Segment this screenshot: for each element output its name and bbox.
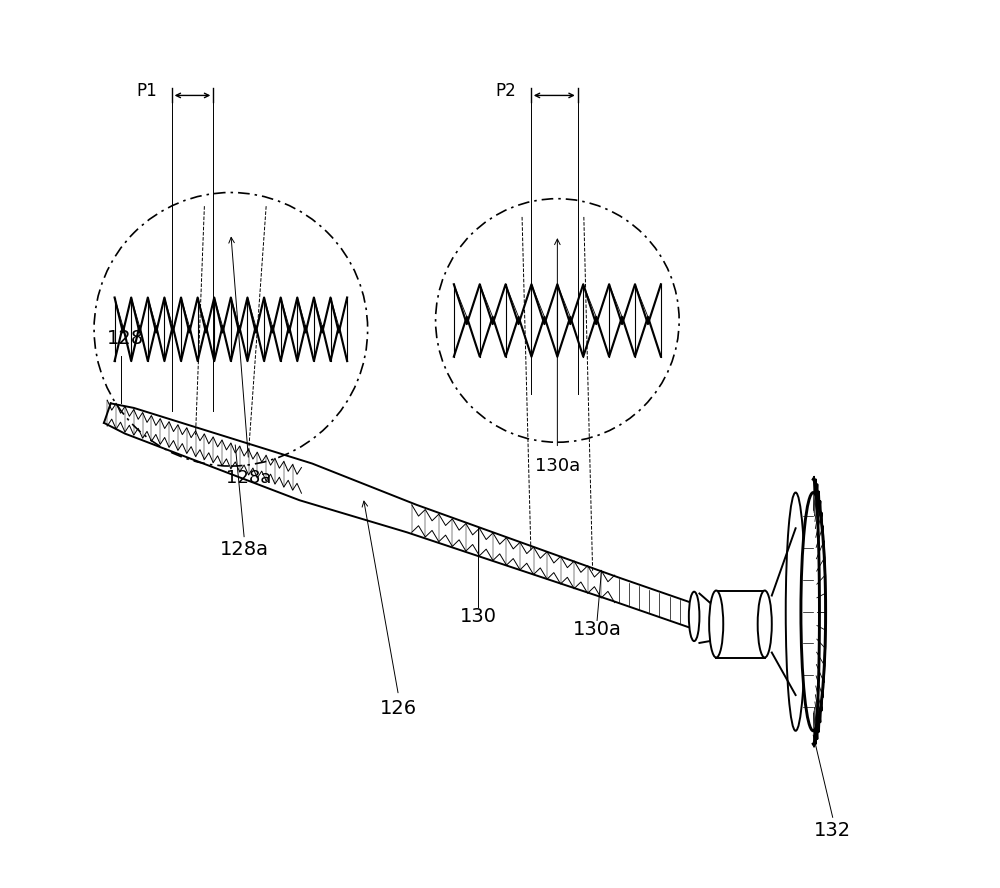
Text: 132: 132	[814, 821, 851, 840]
Text: 128: 128	[107, 329, 144, 347]
Ellipse shape	[758, 591, 772, 658]
Text: P1: P1	[137, 82, 158, 100]
Text: P2: P2	[495, 82, 516, 100]
Text: 128a: 128a	[220, 541, 269, 559]
Text: 130a: 130a	[535, 457, 580, 475]
Ellipse shape	[801, 493, 826, 731]
Ellipse shape	[709, 591, 723, 658]
Text: 130: 130	[459, 607, 496, 625]
Text: 128a: 128a	[226, 469, 271, 487]
Ellipse shape	[689, 591, 699, 641]
Text: 130a: 130a	[573, 620, 622, 638]
Ellipse shape	[786, 493, 806, 731]
Text: 126: 126	[380, 699, 417, 718]
